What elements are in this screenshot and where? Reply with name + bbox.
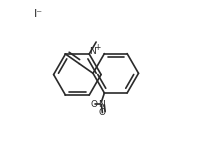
Text: N: N <box>89 47 96 56</box>
Text: +: + <box>94 43 100 52</box>
Text: N: N <box>98 100 105 109</box>
Text: O: O <box>99 108 106 117</box>
Text: O: O <box>90 100 97 109</box>
Text: I⁻: I⁻ <box>34 9 43 19</box>
